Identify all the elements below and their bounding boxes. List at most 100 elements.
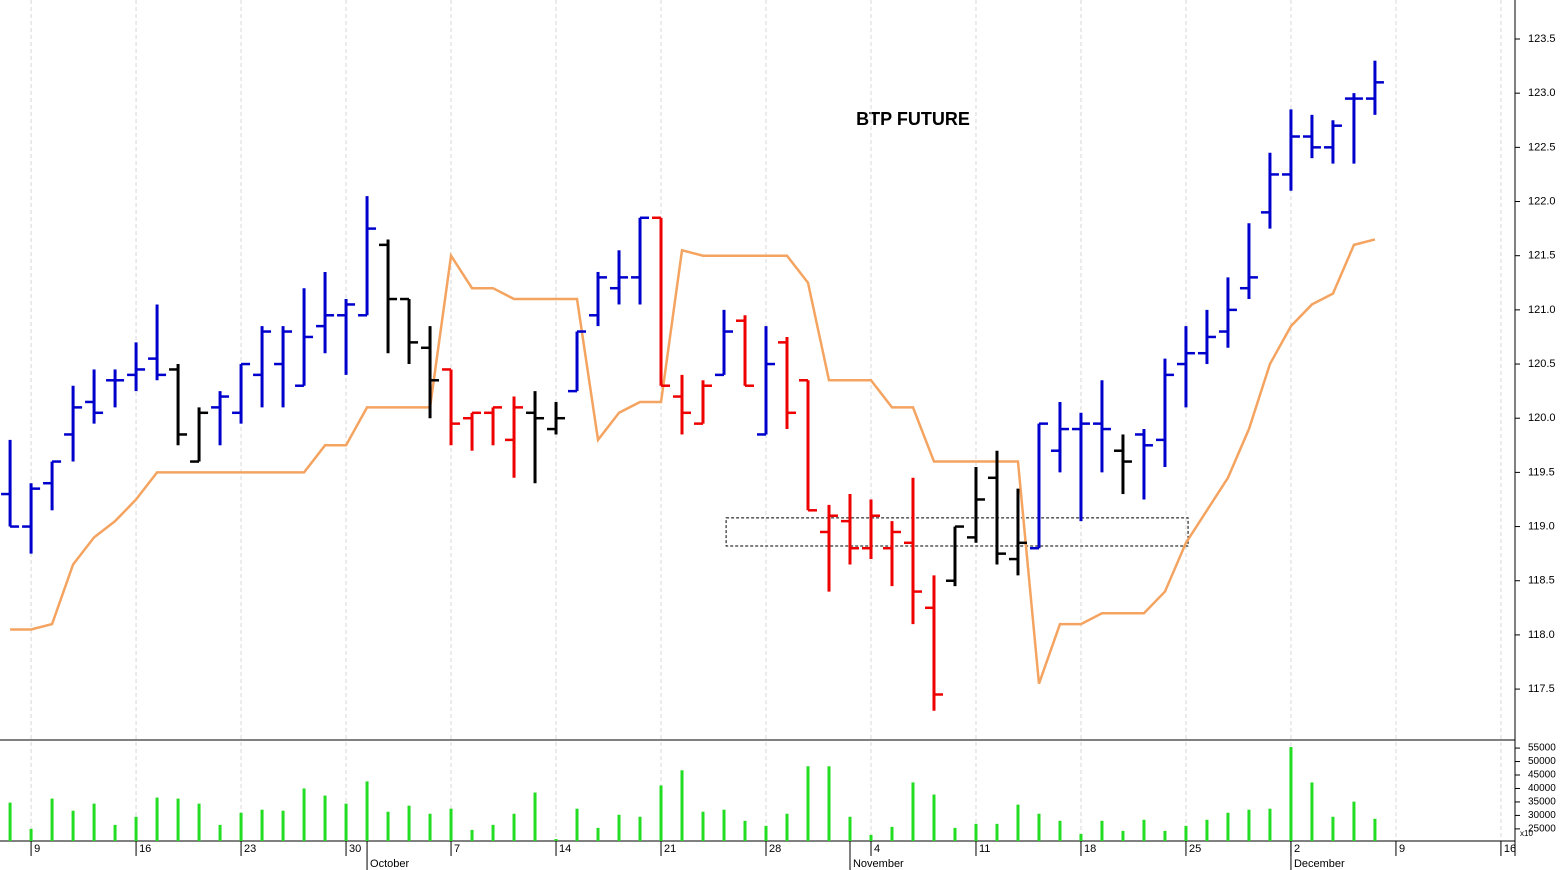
volume-bar <box>1331 816 1335 841</box>
zone-box <box>725 517 1189 547</box>
x-tick-label: 7 <box>454 843 460 855</box>
volume-bar <box>827 766 831 841</box>
volume-bar <box>659 785 663 841</box>
y-tick-label: 120.0 <box>1528 412 1556 424</box>
y-tick-label: 121.0 <box>1528 304 1556 316</box>
volume-bar <box>575 808 579 841</box>
volume-bar <box>155 797 159 841</box>
volume-bar <box>1016 804 1020 841</box>
volume-bar <box>386 811 390 841</box>
volume-bar <box>71 810 75 841</box>
volume-bar <box>239 812 243 841</box>
volume-bar <box>428 813 432 841</box>
volume-bar <box>533 792 537 841</box>
y-tick-label: 25000 <box>1528 824 1556 835</box>
month-label: November <box>853 858 904 870</box>
volume-bar <box>701 811 705 841</box>
volume-bar <box>974 823 978 841</box>
month-label: October <box>370 858 409 870</box>
y-tick-label: 121.5 <box>1528 250 1556 262</box>
month-label: December <box>1294 858 1345 870</box>
x-tick-label: 30 <box>349 843 361 855</box>
volume-bar <box>323 795 327 841</box>
stop-line <box>10 238 1376 685</box>
volume-bar <box>1352 801 1356 841</box>
y-tick-label: 117.5 <box>1528 683 1555 695</box>
volume-bar <box>1037 813 1041 841</box>
volume-bar <box>722 809 726 841</box>
volume-bar <box>911 782 915 841</box>
x-tick-label: 16 <box>139 843 151 855</box>
x-tick-label: 11 <box>979 843 990 855</box>
x-tick-label: 23 <box>244 843 256 855</box>
x-tick-label: 4 <box>874 843 880 855</box>
volume-bar <box>1268 808 1272 841</box>
volume-bar <box>365 781 369 841</box>
volume-bar <box>1079 833 1083 841</box>
y-tick-label: 119.5 <box>1528 466 1555 478</box>
x-tick-label: 9 <box>1399 843 1405 855</box>
x-tick-label: 18 <box>1084 843 1096 855</box>
volume-bar <box>638 816 642 841</box>
y-tick-label: 45000 <box>1528 770 1556 781</box>
volume-bar <box>554 838 558 841</box>
volume-bar <box>1373 818 1377 841</box>
volume-bar <box>848 816 852 841</box>
volume-bar <box>449 808 453 841</box>
volume-bar <box>281 810 285 841</box>
y-tick-label: 55000 <box>1528 743 1556 754</box>
y-tick-label: 122.0 <box>1528 195 1556 207</box>
volume-bar <box>260 809 264 841</box>
volume-bar <box>1058 820 1062 841</box>
y-tick-label: 119.0 <box>1528 520 1555 532</box>
volume-bar <box>1226 812 1230 841</box>
volume-bar <box>1100 820 1104 841</box>
x-tick-label: 14 <box>559 843 571 855</box>
y-tick-label: 118.0 <box>1528 629 1555 641</box>
volume-bar <box>869 834 873 841</box>
volume-bar <box>113 824 117 841</box>
volume-bar <box>764 825 768 841</box>
volume-bar <box>1184 825 1188 841</box>
x-tick-label: 28 <box>769 843 781 855</box>
y-tick-label: 40000 <box>1528 783 1556 794</box>
volume-bar <box>197 803 201 841</box>
volume-bar <box>50 798 54 841</box>
volume-bar <box>995 823 999 841</box>
volume-bar <box>176 798 180 841</box>
y-tick-label: 118.5 <box>1528 575 1555 587</box>
volume-bar <box>1310 782 1314 841</box>
x-tick-label: 2 <box>1294 843 1300 855</box>
volume-bar <box>596 827 600 841</box>
volume-bar <box>344 803 348 841</box>
volume-bar <box>1142 819 1146 841</box>
volume-bar <box>890 826 894 841</box>
volume-bar <box>29 828 33 841</box>
volume-bar <box>1163 830 1167 841</box>
volume-bar <box>470 829 474 841</box>
y-tick-label: 35000 <box>1528 797 1556 808</box>
y-tick-label: 30000 <box>1528 810 1556 821</box>
volume-bar <box>8 802 12 841</box>
volume-bar <box>1289 747 1293 841</box>
x-tick-label: 16 <box>1504 843 1516 855</box>
volume-bar <box>1247 809 1251 841</box>
x-tick-label: 21 <box>664 843 676 855</box>
x-tick-label: 25 <box>1189 843 1201 855</box>
volume-bar <box>512 813 516 841</box>
volume-bar <box>407 805 411 841</box>
volume-bar <box>491 824 495 841</box>
chart-title: BTP FUTURE <box>856 109 970 129</box>
y-tick-label: 50000 <box>1528 756 1556 767</box>
volume-bar <box>218 824 222 841</box>
volume-bar <box>92 803 96 841</box>
y-tick-label: 120.5 <box>1528 358 1556 370</box>
y-tick-label: 123.0 <box>1528 87 1556 99</box>
volume-bar <box>1121 830 1125 841</box>
y-tick-label: 122.5 <box>1528 141 1556 153</box>
volume-bar <box>932 794 936 841</box>
volume-bar <box>743 820 747 841</box>
volume-bar <box>1205 819 1209 841</box>
volume-bar <box>680 770 684 841</box>
